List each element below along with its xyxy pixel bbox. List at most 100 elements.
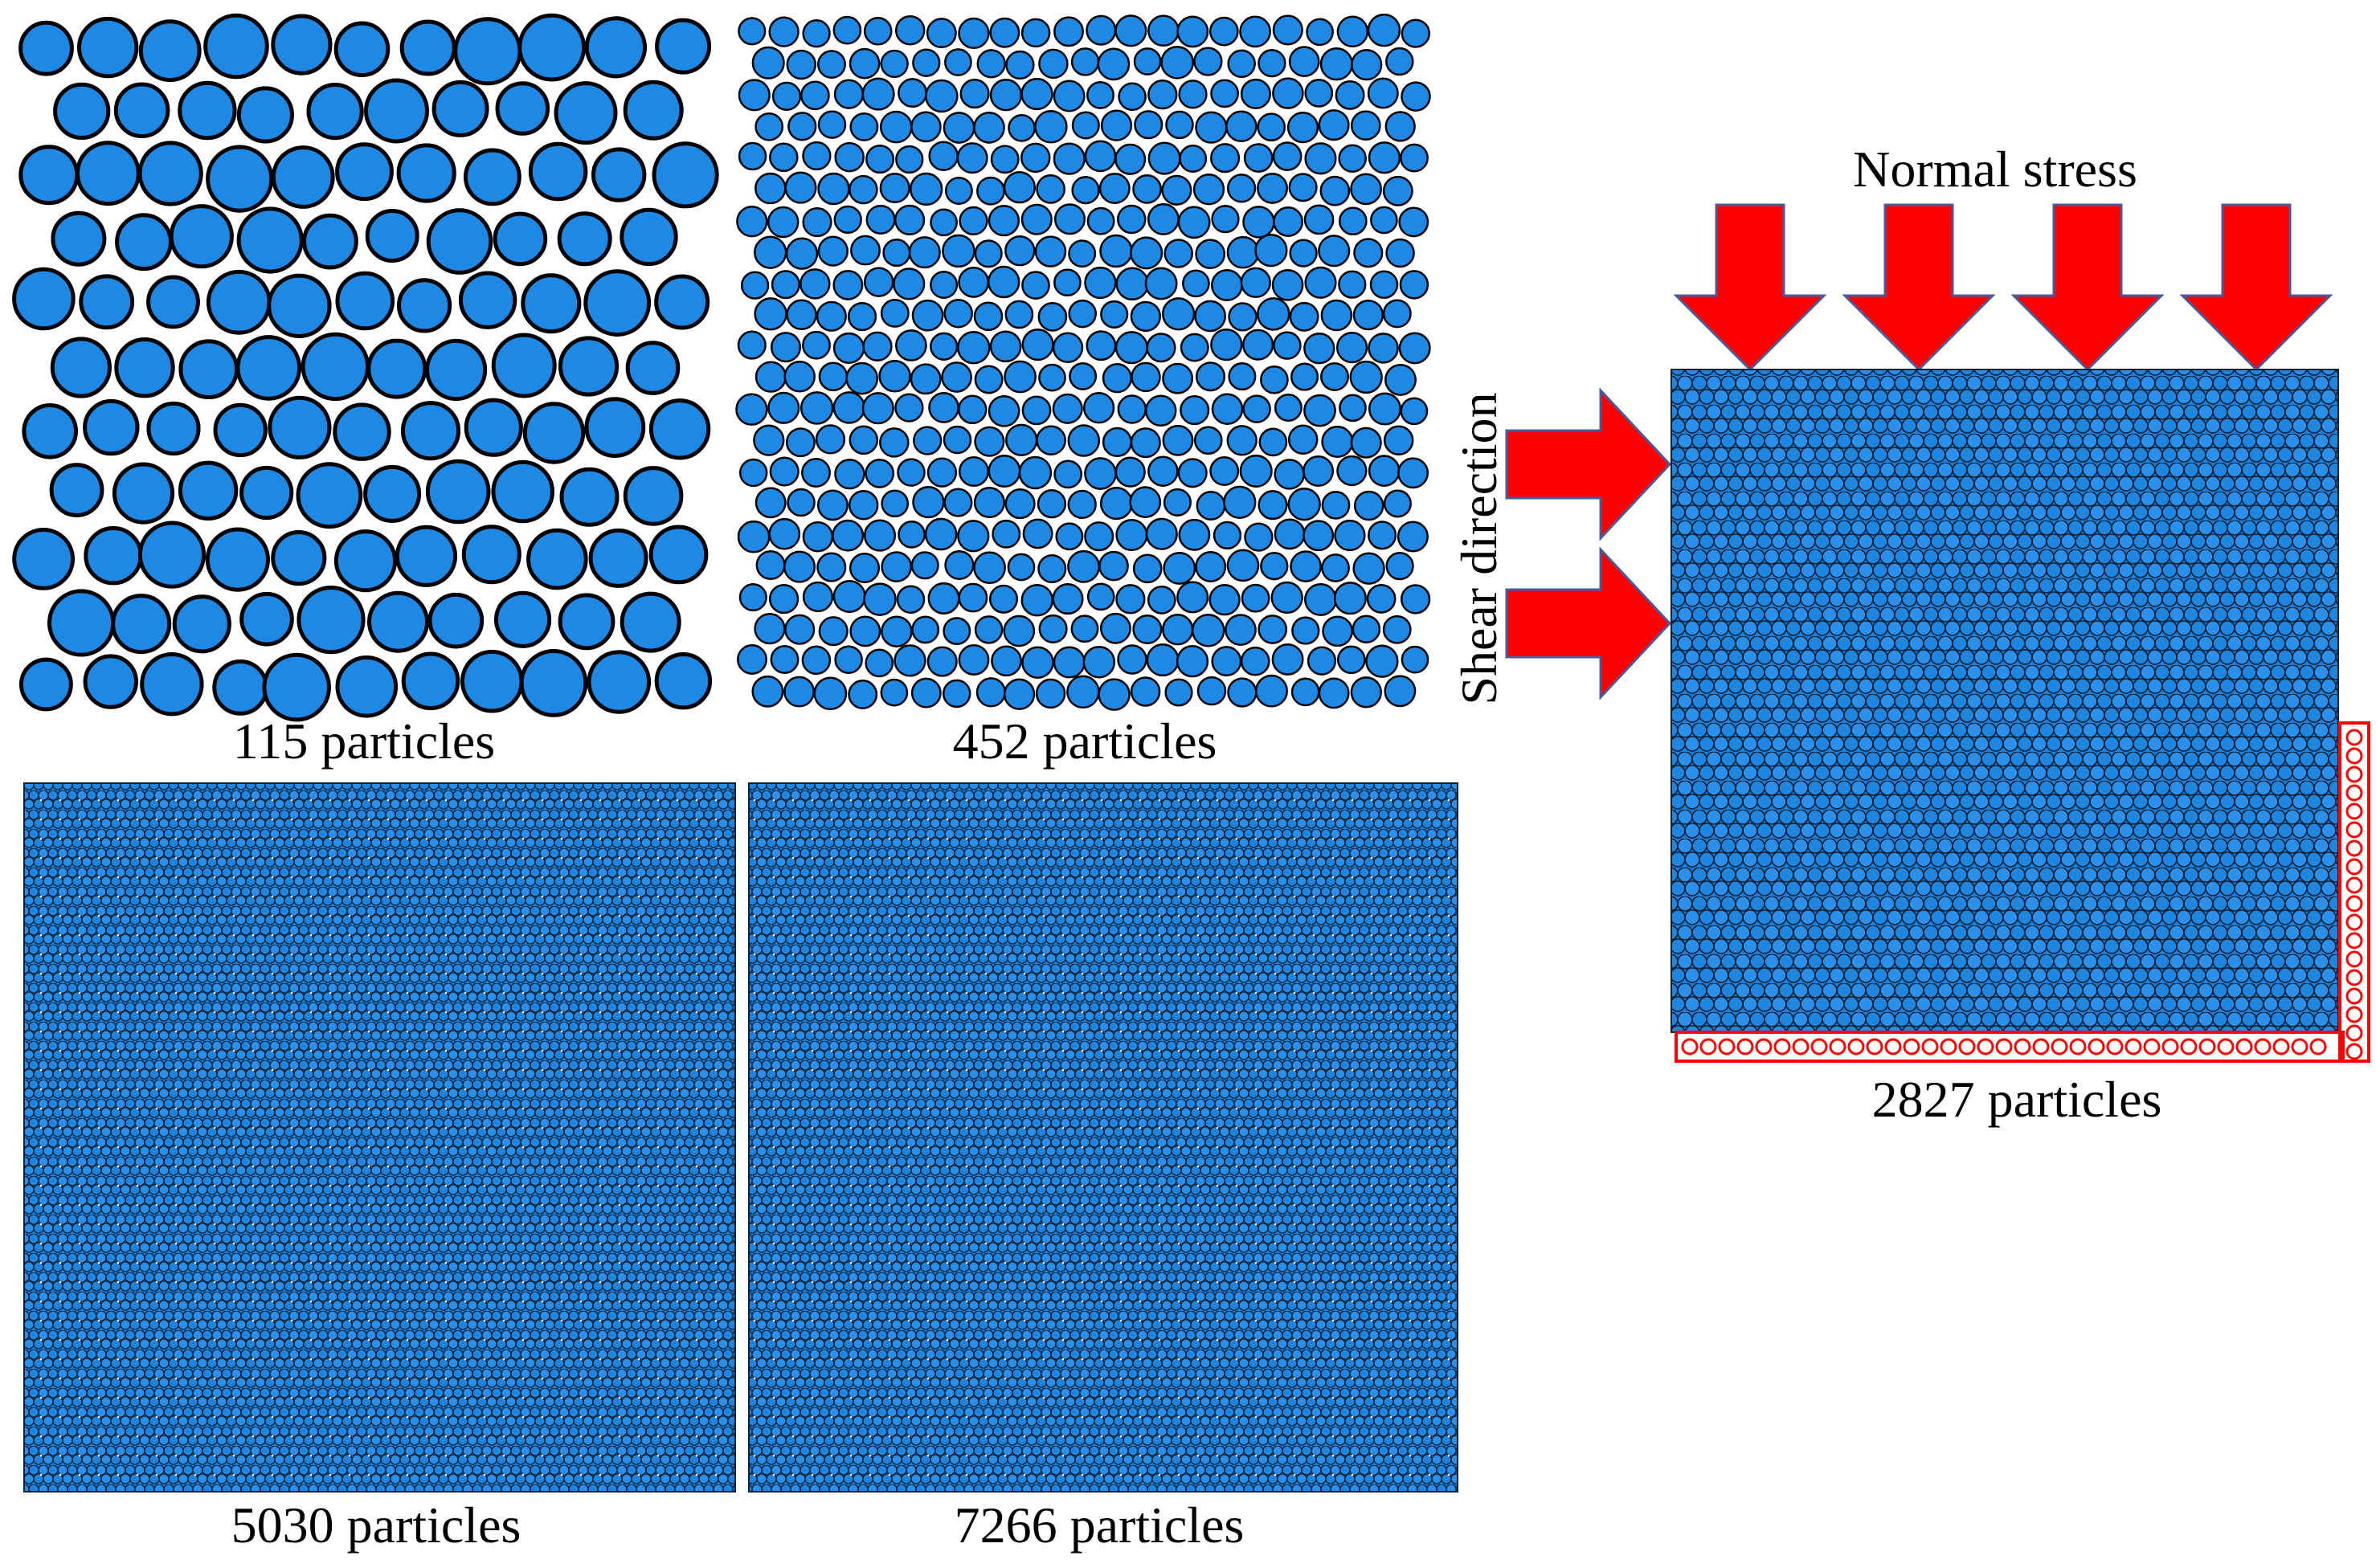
particle (1147, 202, 1180, 235)
particle (1226, 549, 1260, 582)
particle (1084, 140, 1117, 173)
particle (737, 330, 767, 360)
particle (802, 207, 832, 238)
particle (770, 645, 799, 674)
particle (1084, 457, 1117, 490)
particle (453, 17, 522, 86)
particle (1037, 553, 1067, 584)
particle (849, 174, 878, 205)
wall-particle (1995, 1038, 2013, 1056)
wall-particle (2254, 1038, 2272, 1056)
particle (1368, 392, 1402, 426)
particle (1366, 584, 1397, 614)
particle (1208, 16, 1239, 47)
particle (1147, 586, 1176, 615)
particle (1228, 362, 1257, 391)
particle (588, 528, 648, 588)
wall-particle (1866, 1038, 1883, 1056)
particle (1147, 455, 1179, 487)
particle (1053, 646, 1086, 679)
particle (1400, 397, 1429, 426)
wall-particle (2345, 987, 2363, 1005)
particle (1162, 614, 1194, 646)
particle (1258, 49, 1286, 78)
particle-assembly-7266 (748, 782, 1458, 1492)
particle (83, 654, 139, 709)
particle (989, 17, 1020, 48)
particle (1102, 427, 1133, 458)
particle (113, 82, 170, 139)
particle (554, 81, 618, 145)
particle (1008, 114, 1036, 142)
particle (1004, 360, 1037, 394)
particle (818, 616, 849, 647)
particle (832, 579, 866, 614)
particle (1400, 584, 1431, 615)
wall-particle (1681, 1038, 1699, 1056)
particle (863, 267, 894, 297)
particle (1165, 110, 1194, 140)
particle (976, 49, 1006, 79)
particle (335, 142, 394, 202)
particle (1020, 18, 1051, 48)
particle (140, 652, 204, 717)
particle (894, 14, 926, 46)
particle (1400, 143, 1429, 173)
particle (169, 204, 234, 269)
particle (1145, 517, 1178, 550)
particle (363, 464, 422, 523)
particle (401, 651, 460, 711)
wall-particle (1699, 1038, 1717, 1056)
particle (1401, 18, 1430, 48)
particle (973, 112, 1005, 144)
particle (587, 650, 652, 714)
particle (1020, 203, 1053, 235)
particle (1226, 425, 1258, 456)
particle (813, 676, 848, 711)
particle (301, 332, 370, 402)
particle (1004, 488, 1036, 520)
particle (1334, 519, 1366, 552)
particle (625, 341, 681, 395)
particle (861, 392, 894, 425)
caption-5030: 5030 particles (231, 1497, 521, 1554)
particle (1162, 424, 1194, 456)
particle (83, 398, 140, 456)
particle (1320, 361, 1349, 391)
wall-particle (1773, 1038, 1791, 1056)
particle (1338, 270, 1367, 299)
particle (1211, 393, 1244, 425)
particle (427, 592, 485, 649)
particle (1401, 645, 1429, 674)
particle (865, 145, 895, 174)
particle (973, 551, 1006, 585)
particle (1289, 301, 1319, 332)
particle (1020, 77, 1053, 111)
particle (783, 361, 816, 393)
particle (366, 338, 427, 399)
particle (771, 270, 800, 300)
particle (755, 172, 787, 205)
normal-stress-label: Normal stress (1853, 141, 2137, 198)
wall-particle (2088, 1038, 2105, 1056)
wall-particle (2161, 1038, 2179, 1056)
particle (786, 49, 817, 80)
particle (1321, 491, 1351, 520)
normal-stress-arrow (1673, 203, 1827, 372)
particle (787, 112, 817, 141)
particle (1365, 644, 1399, 678)
particle (1114, 331, 1148, 365)
wall-particle (2345, 747, 2363, 765)
particle (942, 234, 975, 268)
particle (1195, 551, 1227, 582)
particle (1067, 424, 1101, 457)
particle (1239, 454, 1273, 488)
particle (832, 269, 864, 300)
particle (956, 330, 991, 365)
particle (1086, 80, 1114, 109)
particle (1242, 394, 1271, 423)
particle (910, 677, 942, 708)
particle (1147, 141, 1181, 175)
wall-particle (2345, 821, 2363, 839)
